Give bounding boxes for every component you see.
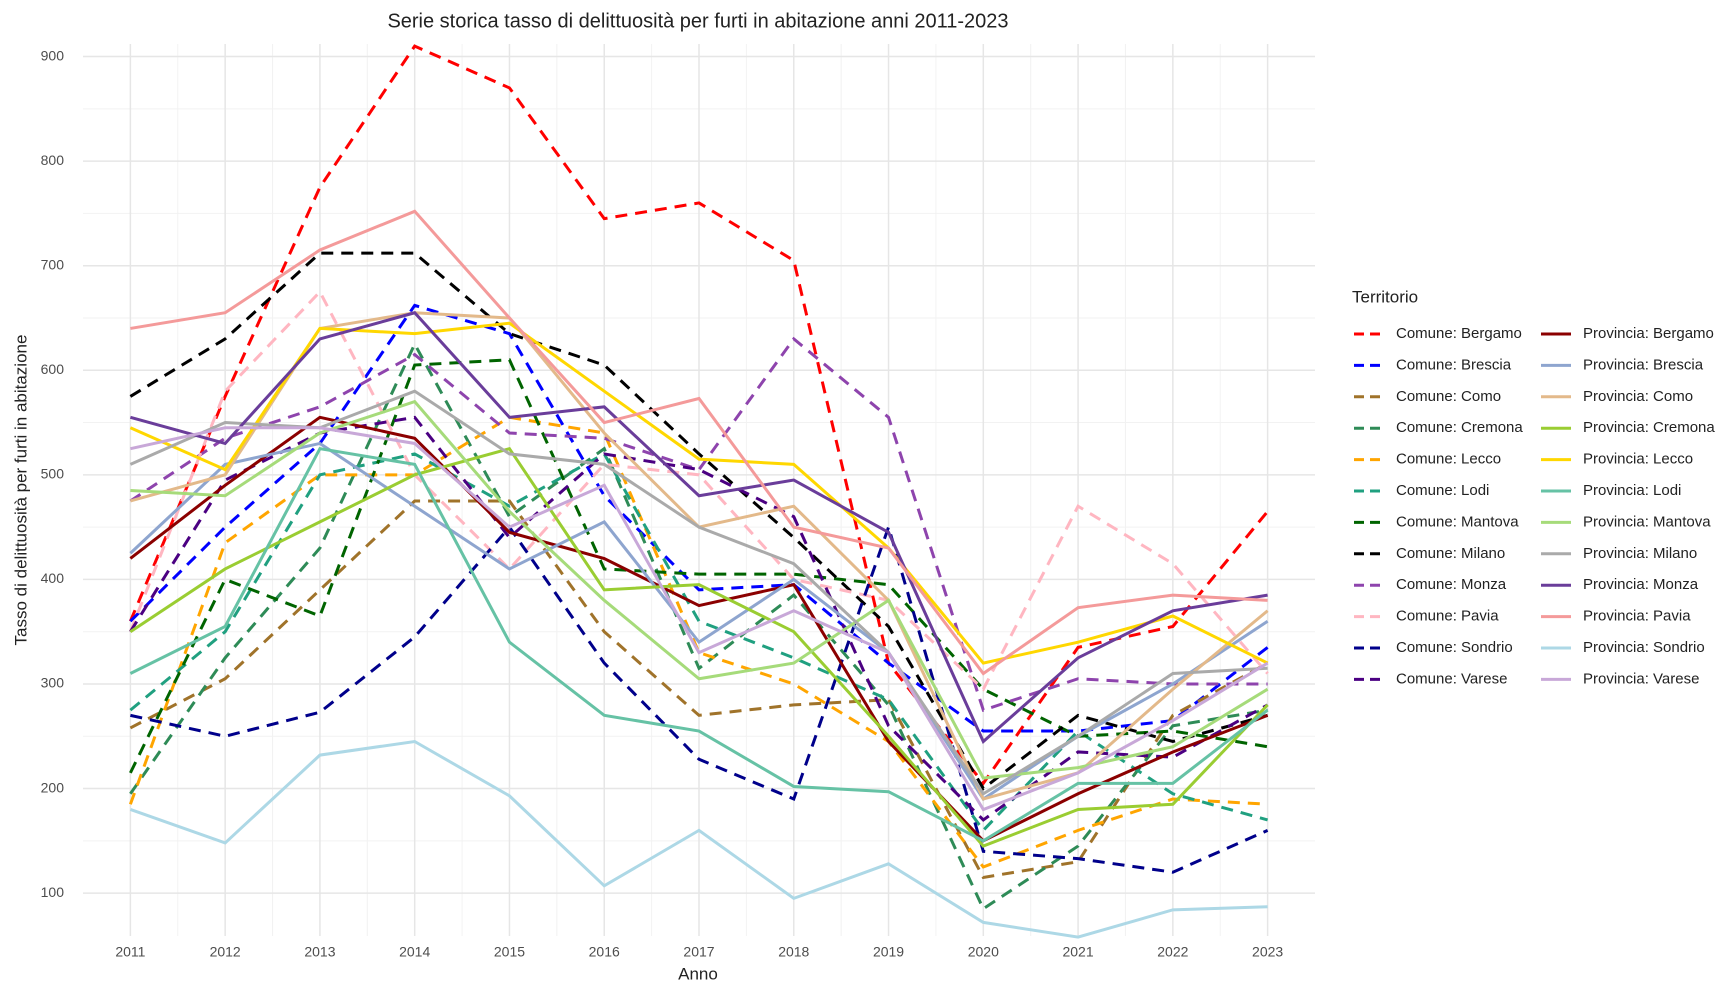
x-tick-label: 2017 [683, 944, 714, 960]
legend-label: Comune: Pavia [1396, 608, 1499, 625]
legend-label: Provincia: Pavia [1583, 608, 1691, 625]
legend-label: Provincia: Lodi [1583, 482, 1681, 499]
series-line [129, 446, 1269, 848]
series-line [129, 447, 1269, 843]
legend-label: Comune: Lodi [1396, 482, 1489, 499]
legend-label: Comune: Mantova [1396, 513, 1519, 530]
x-tick-label: 2019 [873, 944, 904, 960]
legend-label: Comune: Lecco [1396, 451, 1501, 468]
legend-label: Provincia: Milano [1583, 545, 1697, 562]
y-tick-label: 300 [41, 675, 65, 691]
x-axis-label: Anno [678, 964, 718, 983]
x-tick-label: 2020 [968, 944, 999, 960]
x-tick-label: 2011 [115, 944, 145, 960]
y-tick-label: 500 [41, 466, 65, 482]
series-line [129, 321, 1269, 665]
series-line [129, 336, 1268, 713]
y-axis-label: Tasso di delittuosità per furti in abita… [11, 335, 30, 646]
x-tick-label: 2018 [778, 944, 809, 960]
legend-label: Provincia: Brescia [1583, 356, 1704, 373]
legend-label: Comune: Como [1396, 388, 1501, 405]
y-tick-label: 400 [41, 570, 65, 586]
series-line [129, 311, 1268, 744]
series-line [130, 209, 1268, 676]
x-tick-label: 2014 [399, 944, 430, 960]
y-tick-label: 900 [41, 47, 65, 63]
legend-label: Provincia: Cremona [1583, 419, 1715, 436]
y-tick-label: 800 [41, 152, 65, 168]
legend-label: Comune: Milano [1396, 545, 1505, 562]
series-line [128, 289, 1269, 692]
legend-label: Provincia: Lecco [1583, 451, 1693, 468]
legend-label: Provincia: Como [1583, 388, 1693, 405]
y-tick-label: 200 [41, 779, 65, 795]
series-line [129, 451, 1269, 833]
x-tick-label: 2015 [494, 944, 525, 960]
legend-label: Comune: Monza [1396, 576, 1507, 593]
y-tick-label: 700 [41, 256, 65, 272]
legend-label: Comune: Sondrio [1396, 639, 1513, 656]
x-tick-label: 2021 [1062, 944, 1093, 960]
series-line [129, 44, 1269, 786]
series-line [130, 399, 1269, 780]
legend-label: Provincia: Bergamo [1583, 325, 1714, 342]
x-tick-label: 2023 [1252, 944, 1283, 960]
legend-label: Comune: Brescia [1396, 356, 1512, 373]
legend-label: Comune: Cremona [1396, 419, 1523, 436]
legend-label: Provincia: Sondrio [1583, 639, 1705, 656]
series-line [129, 499, 1269, 880]
series-line [130, 522, 1269, 874]
legend-title: Territorio [1352, 287, 1418, 306]
x-tick-label: 2012 [210, 944, 241, 960]
chart-title: Serie storica tasso di delittuosità per … [387, 10, 1008, 32]
series-line [130, 426, 1269, 812]
legend-label: Provincia: Mantova [1583, 513, 1711, 530]
x-tick-label: 2022 [1157, 944, 1188, 960]
legend-label: Comune: Bergamo [1396, 325, 1522, 342]
legend-label: Provincia: Varese [1583, 670, 1699, 687]
series-line [129, 739, 1268, 939]
y-tick-label: 100 [41, 884, 65, 900]
series-line [128, 415, 1268, 869]
series-line [129, 303, 1269, 733]
legend-label: Provincia: Monza [1583, 576, 1699, 593]
series-line [129, 340, 1268, 912]
series-line [129, 251, 1269, 791]
y-tick-label: 600 [41, 361, 65, 377]
x-tick-label: 2016 [589, 944, 620, 960]
series-line [129, 415, 1269, 843]
x-tick-label: 2013 [304, 944, 335, 960]
legend-label: Comune: Varese [1396, 670, 1507, 687]
